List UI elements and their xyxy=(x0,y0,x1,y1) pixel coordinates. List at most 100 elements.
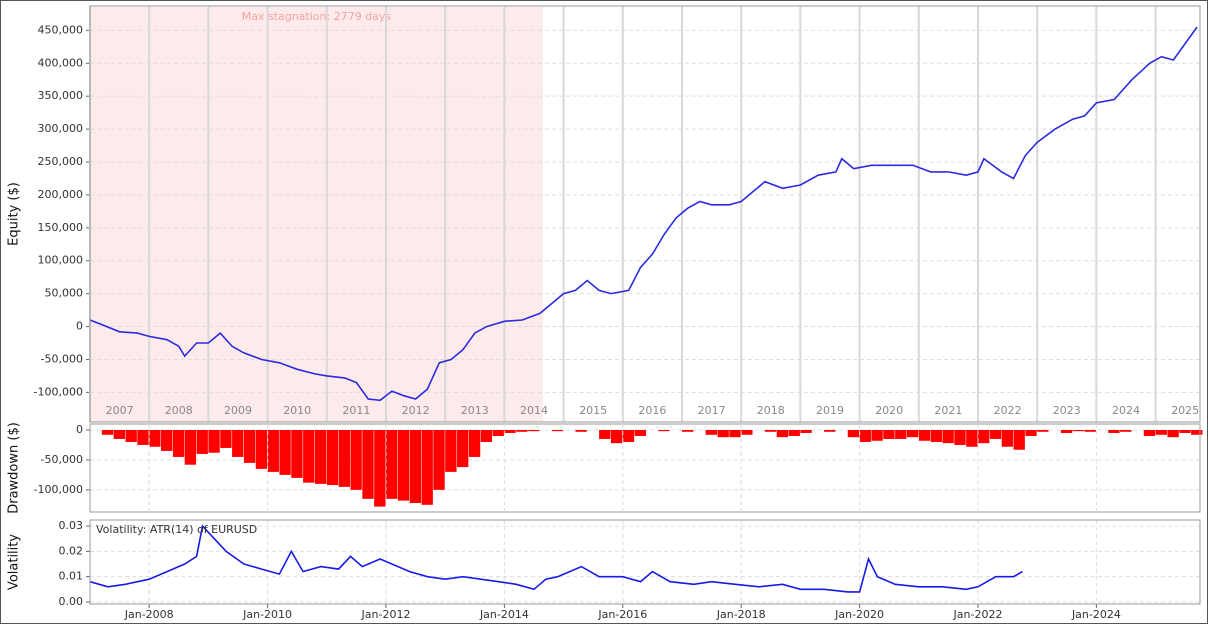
drawdown-bar xyxy=(232,429,244,457)
year-label: 2014 xyxy=(520,404,548,417)
drawdown-bar xyxy=(682,429,694,432)
drawdown-bar xyxy=(705,429,718,435)
x-tick-label: Jan-2016 xyxy=(597,608,647,621)
drawdown-bar xyxy=(551,429,564,432)
drawdown-bar xyxy=(610,429,623,444)
year-label: 2019 xyxy=(816,404,844,417)
y-tick-label: 0 xyxy=(76,423,83,436)
x-tick-label: Jan-2008 xyxy=(124,608,174,621)
drawdown-bar xyxy=(1191,429,1203,435)
drawdown-bar xyxy=(599,429,611,439)
drawdown-bar xyxy=(800,429,812,433)
drawdown-bar xyxy=(883,429,895,439)
drawdown-bar xyxy=(492,429,504,436)
y-axis-label: Drawdown ($) xyxy=(7,422,22,514)
drawdown-bar xyxy=(1025,429,1037,436)
data-line xyxy=(89,26,1198,402)
drawdown-bar xyxy=(196,429,208,454)
drawdown-bar xyxy=(1155,429,1167,435)
drawdown-bar xyxy=(871,429,883,441)
drawdown-bar xyxy=(1060,429,1073,433)
drawdown-bar xyxy=(906,429,919,438)
drawdown-bar xyxy=(397,429,410,501)
drawdown-bar xyxy=(468,429,481,457)
drawdown-bar xyxy=(386,429,398,499)
drawdown-bar xyxy=(161,429,173,451)
plot-border xyxy=(89,5,1201,423)
drawdown-bar xyxy=(279,429,291,475)
drawdown-bar xyxy=(457,429,469,468)
y-tick-label: 350,000 xyxy=(38,89,84,102)
drawdown-bar xyxy=(741,429,753,435)
plot-border xyxy=(89,519,1201,605)
drawdown-bar xyxy=(480,429,493,442)
drawdown-bar xyxy=(824,429,836,432)
drawdown-bar xyxy=(421,429,433,505)
drawdown-bar xyxy=(1001,429,1014,447)
drawdown-bar xyxy=(1108,429,1120,433)
drawdown-bar xyxy=(314,429,327,484)
drawdown-bar xyxy=(788,429,800,436)
drawdown-bar xyxy=(243,429,256,463)
stagnation-region xyxy=(90,7,543,422)
year-label: 2017 xyxy=(698,404,726,417)
drawdown-bar xyxy=(989,429,1002,439)
year-label: 2022 xyxy=(994,404,1022,417)
drawdown-bar xyxy=(764,429,777,432)
y-tick-label: 0 xyxy=(76,320,83,333)
x-tick-label: Jan-2014 xyxy=(479,608,529,621)
y-tick-label: -50,000 xyxy=(41,352,83,365)
drawdown-bar xyxy=(326,429,339,486)
year-label: 2009 xyxy=(224,404,252,417)
drawdown-bar xyxy=(172,429,185,457)
drawdown-bar xyxy=(303,429,315,483)
year-label: 2023 xyxy=(1053,404,1081,417)
drawdown-bar xyxy=(125,429,137,442)
legend-entry: Volatility: ATR(14) of EURUSD xyxy=(96,523,257,536)
drawdown-bar xyxy=(101,429,114,435)
drawdown-bar xyxy=(717,429,729,438)
y-tick-label: 0.01 xyxy=(59,570,84,583)
y-tick-label: 50,000 xyxy=(45,287,84,300)
y-tick-label: 100,000 xyxy=(38,254,84,267)
plot-area xyxy=(89,519,1201,605)
x-tick-label: Jan-2010 xyxy=(242,608,292,621)
drawdown-bar xyxy=(918,429,931,441)
y-tick-label: 400,000 xyxy=(38,56,84,69)
y-tick-label: 0.00 xyxy=(59,595,84,608)
drawdown-bar xyxy=(208,429,220,453)
drawdown-bar xyxy=(338,429,350,487)
drawdown-bar xyxy=(220,429,232,448)
drawdown-bar xyxy=(1037,429,1049,432)
drawdown-bar xyxy=(445,429,457,472)
y-tick-label: 150,000 xyxy=(38,221,84,234)
drawdown-bar xyxy=(374,429,386,507)
y-axis-label: Volatility xyxy=(7,534,22,590)
y-tick-label: -50,000 xyxy=(41,453,83,466)
drawdown-bar xyxy=(729,429,741,438)
drawdown-bar xyxy=(859,429,871,442)
drawdown-bar xyxy=(966,429,978,447)
drawdown-bar xyxy=(267,429,279,472)
year-label: 2016 xyxy=(638,404,666,417)
drawdown-bar xyxy=(954,429,966,445)
plot-border xyxy=(89,423,1201,513)
drawdown-bar xyxy=(516,429,528,432)
drawdown-bar xyxy=(776,429,789,438)
drawdown-bar xyxy=(504,429,516,433)
drawdown-bar xyxy=(575,429,587,432)
data-line xyxy=(89,524,1023,593)
x-tick-label: Jan-2012 xyxy=(361,608,411,621)
drawdown-bar xyxy=(1084,429,1096,432)
drawdown-bar xyxy=(622,429,635,442)
drawdown-bar xyxy=(291,429,303,478)
drawdown-bar xyxy=(658,429,670,432)
drawdown-bar xyxy=(528,429,540,432)
drawdown-bar xyxy=(1143,429,1156,436)
x-tick-label: Jan-2018 xyxy=(716,608,766,621)
drawdown-bar xyxy=(184,429,197,465)
drawdown-bar xyxy=(137,429,149,445)
year-label: 2011 xyxy=(342,404,370,417)
x-tick-label: Jan-2022 xyxy=(953,608,1003,621)
x-tick-label: Jan-2024 xyxy=(1071,608,1121,621)
